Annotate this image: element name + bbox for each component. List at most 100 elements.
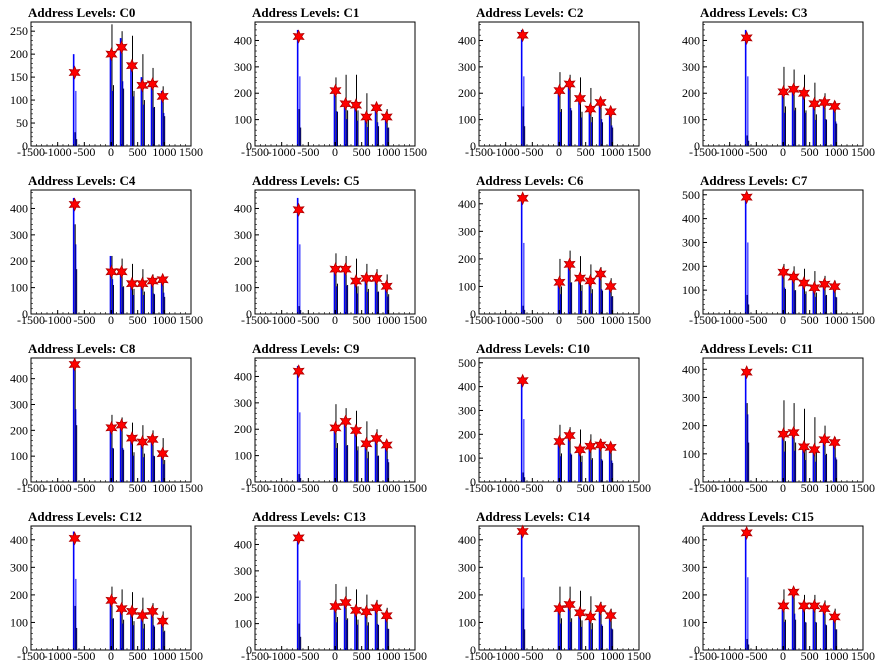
histogram-panel: Address Levels: C2 0 100 200 300 400 -1500 -100… [448, 0, 672, 168]
peak-marker [797, 598, 811, 613]
x-tick-label: -1000 [492, 313, 520, 327]
panel-title: Address Levels: C4 [28, 173, 136, 188]
x-tick-label: -500 [297, 313, 319, 327]
histogram-plot: 0 100 200 300 400 -1500-1000 -500 0 500 1000 1500 [234, 189, 427, 327]
y-tick-label: 300 [234, 396, 252, 410]
histogram-plot: 0 100 200 300 400 -1500-1000 -500 0 500 1000 1500 [234, 21, 427, 159]
peak-marker [818, 277, 831, 292]
peak-marker [594, 601, 607, 616]
peak-marker [573, 271, 587, 286]
peak-marker [68, 531, 81, 546]
panel-title: Address Levels: C7 [700, 173, 808, 188]
x-tick-label: 500 [801, 145, 819, 159]
x-tick-label: -500 [73, 649, 95, 663]
peak-marker [380, 438, 393, 453]
panel-title: Address Levels: C8 [28, 341, 136, 356]
x-tick-label: 1000 [152, 649, 176, 663]
panel-title: Address Levels: C12 [28, 509, 142, 524]
x-tick-label: -500 [73, 313, 95, 327]
peak-marker [115, 264, 128, 279]
y-tick-label: 400 [458, 533, 476, 547]
panel-title: Address Levels: C2 [476, 5, 584, 20]
y-tick-label: 100 [234, 113, 252, 127]
x-tick-label: 1500 [179, 649, 203, 663]
histogram-plot: 0 100 200 300 400 -1500-1000 -500 0 500 1000 1500 [682, 357, 875, 495]
panel-title: Address Levels: C15 [700, 509, 814, 524]
y-tick-label: 200 [458, 86, 476, 100]
y-tick-label: 100 [10, 281, 28, 295]
y-tick-label: 200 [234, 590, 252, 604]
x-tick-label: -1000 [716, 145, 744, 159]
y-tick-label: 300 [10, 398, 28, 412]
peak-marker [370, 600, 383, 615]
peak-marker [828, 435, 841, 450]
peak-marker [105, 593, 118, 608]
x-tick-label: 0 [108, 145, 114, 159]
x-tick-label: 1000 [376, 145, 400, 159]
y-tick-label: 100 [682, 447, 700, 461]
panel-title: Address Levels: C6 [476, 173, 584, 188]
y-tick-label: 0 [694, 475, 700, 489]
peak-marker [740, 365, 753, 380]
peak-marker [146, 77, 159, 91]
peak-marker [68, 65, 81, 80]
x-tick-label: -1000 [716, 481, 744, 495]
y-tick-label: 400 [458, 197, 476, 211]
histogram-plot: 0 100 200 300 400 -1500-1000 -500 0 500 1000 1500 [10, 525, 203, 663]
x-tick-label: 0 [780, 649, 786, 663]
histogram-plot: 0 100 200 300 400 -1500-1000 -500 0 500 1000 1500 [10, 189, 203, 327]
x-tick-label: 500 [353, 313, 371, 327]
x-tick-label: -1000 [44, 481, 72, 495]
y-tick-label: 400 [682, 212, 700, 226]
y-tick-label: 400 [682, 533, 700, 547]
x-tick-label: 1500 [179, 145, 203, 159]
peak-marker [360, 604, 373, 619]
y-tick-label: 100 [234, 617, 252, 631]
peak-marker [818, 432, 831, 447]
y-tick-label: 300 [682, 60, 700, 74]
x-tick-label: 500 [353, 649, 371, 663]
y-tick-label: 100 [458, 615, 476, 629]
peak-marker [125, 431, 139, 446]
x-tick-label: 0 [332, 481, 338, 495]
x-tick-label: -1500 [17, 313, 45, 327]
histogram-panel: Address Levels: C15 0 100 200 300 400 -1500 -10… [672, 504, 896, 672]
histogram-plot: 0 100 200 300 400 -1500-1000 -500 0 500 1000 1500 [458, 189, 651, 327]
x-tick-label: -1500 [465, 145, 493, 159]
y-tick-label: 200 [10, 588, 28, 602]
peak-marker [553, 83, 566, 98]
peak-marker [787, 270, 800, 285]
peak-marker [604, 440, 617, 455]
y-tick-label: 50 [16, 116, 28, 130]
peak-marker [516, 191, 529, 206]
histogram-plot: 0 100 200 300 400 500 -1500-1000 -500 0 500 1000 15… [458, 356, 651, 495]
panel-title: Address Levels: C9 [252, 341, 360, 356]
peak-marker [370, 100, 383, 115]
peak-marker [584, 273, 597, 288]
peak-marker [584, 439, 597, 454]
histogram-panel: Address Levels: C4 0 100 200 300 400 -1500 -100… [0, 168, 224, 336]
y-tick-label: 400 [234, 369, 252, 383]
x-tick-label: -1500 [689, 649, 717, 663]
peak-marker [146, 432, 159, 447]
peak-marker [828, 609, 841, 624]
y-tick-label: 400 [10, 201, 28, 215]
peak-marker [136, 434, 149, 449]
x-tick-label: -1000 [268, 313, 296, 327]
y-tick-label: 200 [458, 427, 476, 441]
x-tick-label: -500 [521, 649, 543, 663]
histogram-panel: Address Levels: C6 0 100 200 300 400 -1500 -100… [448, 168, 672, 336]
x-tick-label: 1500 [627, 145, 651, 159]
y-tick-label: 0 [470, 139, 476, 153]
x-tick-label: 1000 [152, 313, 176, 327]
panel-title: Address Levels: C5 [252, 173, 360, 188]
peak-marker [146, 604, 159, 619]
x-tick-label: 1500 [179, 313, 203, 327]
x-tick-label: 1000 [376, 313, 400, 327]
y-tick-label: 100 [10, 615, 28, 629]
x-tick-label: 500 [577, 481, 595, 495]
peak-marker [292, 530, 305, 545]
histogram-panel: Address Levels: C9 0 100 200 300 400 -1500 -100… [224, 336, 448, 504]
x-tick-label: 1500 [851, 481, 875, 495]
x-tick-label: 0 [332, 313, 338, 327]
